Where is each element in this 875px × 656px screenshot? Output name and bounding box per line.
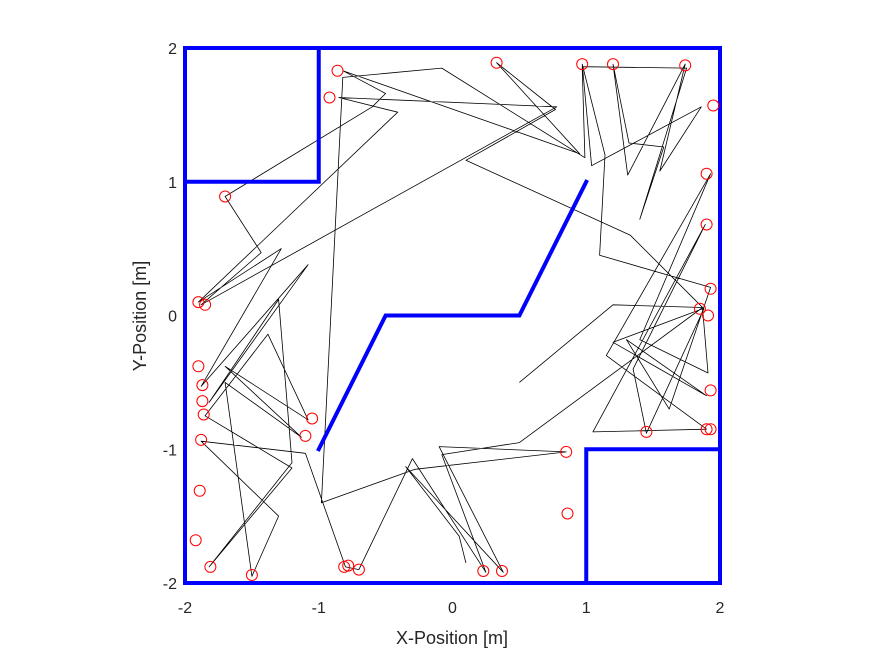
waypoint-marker	[477, 565, 490, 577]
waypoint-marker	[299, 429, 312, 442]
trajectory-line	[197, 62, 711, 577]
waypoint-marker	[679, 59, 692, 72]
waypoint-marker	[640, 425, 653, 438]
waypoint-marker	[196, 395, 209, 408]
waypoint-marker	[192, 296, 205, 309]
waypoint-marker	[560, 445, 573, 458]
waypoint-marker	[306, 412, 319, 425]
x-tick-label: 1	[582, 600, 591, 617]
waypoint-marker	[702, 309, 714, 322]
x-axis-label: X-Position [m]	[396, 628, 508, 648]
waypoint-marker	[193, 484, 206, 497]
waypoint-marker	[607, 58, 619, 71]
waypoint-marker	[338, 560, 351, 573]
y-tick-label: -2	[163, 576, 177, 593]
waypoint-marker	[707, 99, 720, 112]
waypoint-marker	[700, 167, 713, 180]
waypoint-marker	[561, 507, 574, 520]
waypoint-marker	[195, 433, 208, 446]
tick-labels: -2 -1 0 1 2 -2 -1 0 1 2	[163, 41, 725, 617]
waypoint-marker	[331, 64, 344, 77]
waypoint-marker	[323, 91, 336, 104]
y-axis-label: Y-Position [m]	[130, 261, 150, 371]
wall-top-left-block	[183, 46, 321, 184]
waypoint-marker	[704, 384, 717, 397]
wall-outer-boundary	[183, 46, 722, 585]
waypoint-marker	[196, 379, 209, 392]
x-tick-label: 0	[448, 600, 457, 617]
y-tick-label: 0	[168, 309, 177, 326]
wall-center-zigzag	[316, 179, 589, 452]
waypoint-marker	[496, 565, 508, 577]
waypoint-marker	[693, 302, 706, 315]
waypoint-marker	[199, 298, 212, 311]
waypoint-marker	[189, 534, 202, 547]
x-tick-label: -2	[178, 600, 192, 617]
waypoint-marker	[245, 569, 258, 581]
waypoint-marker	[704, 282, 717, 295]
waypoint-marker	[352, 563, 365, 576]
x-tick-label: -1	[312, 600, 326, 617]
waypoint-marker	[576, 58, 589, 71]
waypoint-marker	[704, 423, 717, 436]
waypoint-marker	[197, 408, 210, 421]
y-tick-label: 2	[168, 41, 177, 58]
y-tick-label: -1	[163, 442, 177, 459]
waypoint-marker	[204, 560, 217, 573]
waypoint-marker	[219, 190, 232, 203]
y-tick-label: 1	[168, 175, 177, 192]
waypoint-marker	[700, 423, 713, 436]
waypoint-marker	[490, 56, 503, 69]
waypoint-marker	[700, 218, 713, 231]
x-tick-label: 2	[716, 600, 725, 617]
waypoint-marker	[192, 360, 205, 373]
plot-area	[183, 46, 722, 585]
wall-bottom-right-block	[584, 447, 722, 585]
